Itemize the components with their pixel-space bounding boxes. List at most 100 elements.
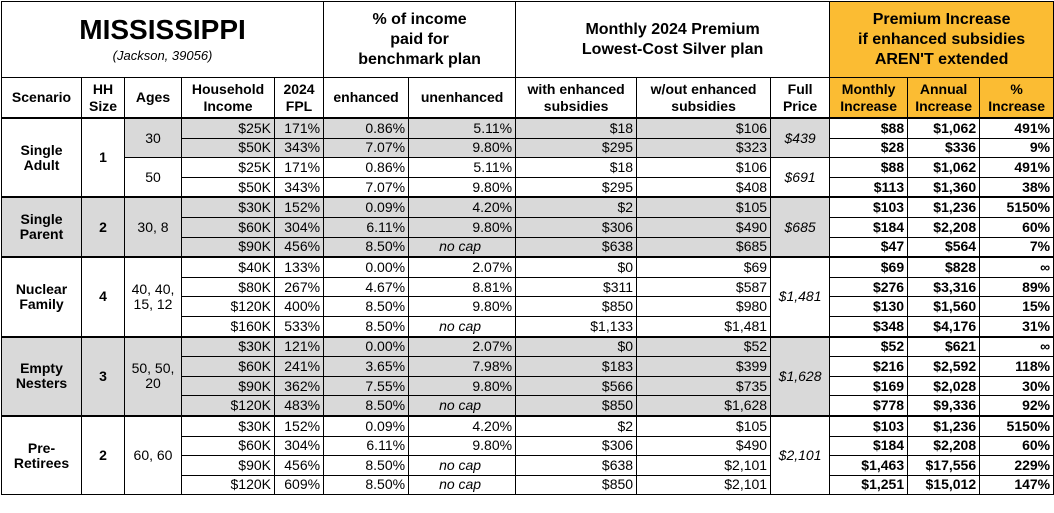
value-cell: $103 [829, 414, 909, 437]
full-price: $439 [770, 117, 831, 159]
column-header: w/out enhanced subsidies [636, 77, 772, 119]
value-cell: 456% [273, 455, 325, 476]
value-cell: no cap [408, 395, 517, 417]
data-row: $60K 304% 6.11% 9.80% $306 $490 $184 $2,208 60% [2, 435, 1054, 457]
value-cell: 267% [273, 276, 325, 298]
value-cell: $17,556 [907, 455, 981, 476]
value-cell: 92% [979, 395, 1054, 417]
value-cell: $69 [829, 256, 909, 278]
value-cell: $106 [636, 157, 772, 178]
value-cell: $4,176 [907, 315, 981, 338]
value-cell: 7.98% [408, 356, 517, 377]
scenario: Nuclear Family [1, 256, 82, 338]
value-cell: 6.11% [323, 435, 410, 457]
value-cell: 133% [273, 256, 325, 278]
value-cell: 30% [979, 375, 1054, 397]
value-cell: 8.50% [323, 315, 410, 338]
value-cell: $18 [515, 116, 638, 139]
value-cell: $336 [907, 137, 981, 159]
value-cell: $638 [515, 236, 638, 258]
value-cell: 8.50% [323, 395, 410, 417]
value-cell: 9.80% [408, 375, 517, 397]
group-header: Premium Increase if enhanced subsidies A… [829, 1, 1054, 78]
value-cell: 343% [273, 137, 325, 159]
value-cell: $0 [515, 335, 638, 358]
hh-size: 1 [81, 116, 125, 198]
value-cell: $18 [515, 157, 638, 178]
value-cell: $850 [515, 296, 638, 317]
value-cell: $1,133 [515, 315, 638, 338]
value-cell: $216 [829, 356, 909, 377]
group-header: Monthly 2024 Premium Lowest-Cost Silver … [515, 1, 831, 78]
value-cell: $105 [636, 196, 772, 218]
premium-table: MISSISSIPPI (Jackson, 39056) % of income … [0, 1, 1054, 496]
column-header: Household Income [181, 77, 275, 119]
scenario: Single Adult [1, 116, 82, 198]
data-row: $60K 241% 3.65% 7.98% $183 $399 $216 $2,592 118% [2, 356, 1054, 377]
value-cell: $90K [181, 375, 275, 397]
ages: 30, 8 [124, 196, 182, 258]
value-cell: $60K [181, 216, 275, 238]
value-cell: 483% [273, 395, 325, 417]
value-cell: $1,360 [907, 176, 981, 198]
full-price: $1,481 [770, 256, 831, 338]
value-cell: 304% [273, 216, 325, 238]
value-cell: 6.11% [323, 216, 410, 238]
value-cell: $169 [829, 375, 909, 397]
value-cell: $1,560 [907, 296, 981, 317]
value-cell: 171% [273, 116, 325, 139]
column-header: HH Size [81, 77, 125, 119]
value-cell: $103 [829, 196, 909, 218]
hh-size: 4 [81, 256, 125, 338]
value-cell: 118% [979, 356, 1054, 377]
value-cell: 60% [979, 216, 1054, 238]
value-cell: $25K [181, 116, 275, 139]
value-cell: $28 [829, 137, 909, 159]
ages: 50, 50, 20 [124, 335, 182, 417]
ages: 30 [124, 117, 182, 159]
value-cell: $50K [181, 176, 275, 198]
value-cell: $1,251 [829, 474, 909, 496]
value-cell: $323 [636, 137, 772, 159]
data-row: Empty Nesters 3 50, 50, 20 $30K 121% 0.00% 2.0… [1, 335, 1054, 417]
value-cell: $2 [515, 414, 638, 437]
value-cell: 3.65% [323, 356, 410, 377]
value-cell: $105 [636, 414, 772, 437]
value-cell: 5.11% [408, 157, 517, 178]
value-cell: $2,101 [636, 474, 772, 496]
column-header: with enhanced subsidies [515, 77, 638, 119]
value-cell: 343% [273, 176, 325, 198]
value-cell: 4.67% [323, 276, 410, 298]
value-cell: $1,236 [907, 196, 981, 218]
value-cell: 60% [979, 435, 1054, 457]
value-cell: $399 [636, 356, 772, 377]
value-cell: $106 [636, 116, 772, 139]
column-header: 2024 FPL [273, 77, 325, 119]
value-cell: $80K [181, 276, 275, 298]
value-cell: $160K [181, 315, 275, 338]
ages: 40, 40, 15, 12 [124, 256, 182, 338]
value-cell: 0.09% [323, 196, 410, 218]
column-header: Scenario [1, 77, 82, 119]
value-cell: 15% [979, 296, 1054, 317]
value-cell: $52 [829, 335, 909, 358]
data-row: Nuclear Family 4 40, 40, 15, 12 $40K 133% 0.0… [1, 256, 1054, 338]
value-cell: $1,062 [907, 157, 981, 178]
title: MISSISSIPPI [79, 13, 246, 45]
value-cell: $490 [636, 216, 772, 238]
value-cell: $25K [181, 157, 275, 178]
value-cell: 491% [979, 157, 1054, 178]
column-header: Full Price [770, 77, 831, 119]
value-cell: $120K [181, 395, 275, 417]
value-cell: $52 [636, 335, 772, 358]
value-cell: $15,012 [907, 474, 981, 496]
value-cell: 8.50% [323, 474, 410, 496]
value-cell: $276 [829, 276, 909, 298]
value-cell: $1,628 [636, 395, 772, 417]
value-cell: $564 [907, 236, 981, 258]
full-price: $1,628 [770, 335, 831, 417]
value-cell: 456% [273, 236, 325, 258]
value-cell: $306 [515, 435, 638, 457]
value-cell: $828 [907, 256, 981, 278]
